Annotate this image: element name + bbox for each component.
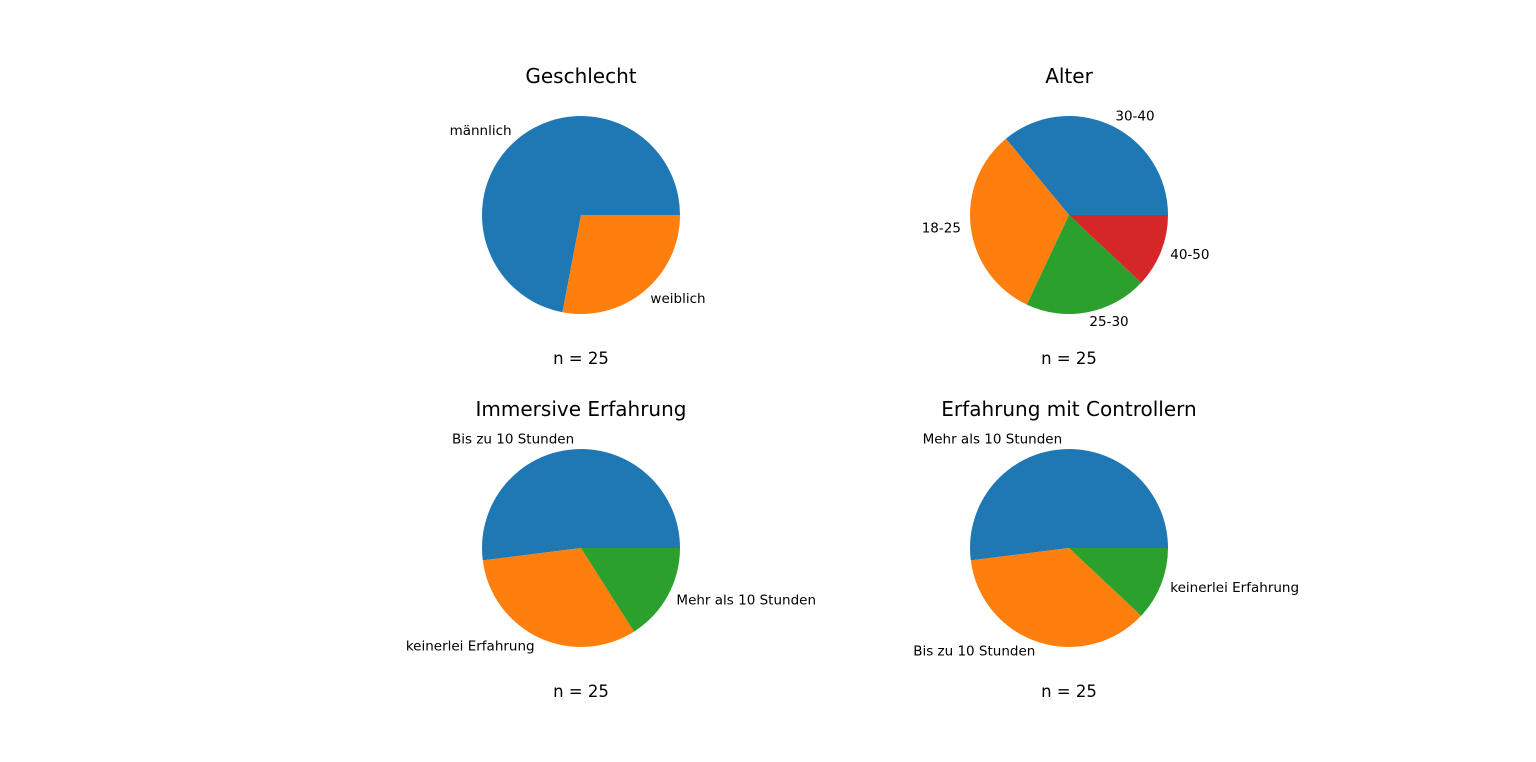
slice-label-keinerlei-erfahrung: keinerlei Erfahrung (1170, 580, 1299, 596)
sample-size-label: n = 25 (553, 682, 609, 701)
sample-size-label: n = 25 (553, 349, 609, 368)
pie-slice-mehr-als-10-stunden (581, 548, 680, 632)
chart-title: Geschlecht (525, 64, 636, 88)
pie-slice-25-30 (1026, 215, 1142, 315)
pie-slice-bis-zu-10-stunden (482, 449, 680, 561)
chart-immersive-erfahrung: Immersive Erfahrung Bis zu 10 Stunden kei… (406, 397, 816, 701)
pie-slice-40-50 (1069, 215, 1168, 283)
pie-slice-keinerlei-erfahrung (1069, 548, 1168, 616)
chart-geschlecht: Geschlecht männlich weiblich n = 25 (450, 64, 706, 368)
pie-labels: Bis zu 10 Stunden keinerlei Erfahrung Mehr… (406, 431, 816, 654)
slice-label-mehr-als-10-stunden: Mehr als 10 Stunden (676, 592, 816, 608)
chart-title: Erfahrung mit Controllern (941, 397, 1196, 421)
sample-size-label: n = 25 (1041, 349, 1097, 368)
slice-label-mehr-als-10-stunden: Mehr als 10 Stunden (923, 431, 1063, 447)
slice-label-18-25: 18-25 (922, 221, 961, 237)
pie-slice-30-40 (1005, 116, 1168, 215)
pie-slices (481, 116, 680, 315)
pie-slice-weiblich (562, 215, 680, 315)
slice-label-25-30: 25-30 (1089, 314, 1128, 330)
chart-erfahrung-mit-controllern: Erfahrung mit Controllern Mehr als 10 St… (913, 397, 1299, 701)
chart-title: Immersive Erfahrung (476, 397, 687, 421)
slice-label-maennlich: männlich (450, 123, 512, 139)
pie-slice-mehr-als-10-stunden (969, 449, 1168, 561)
slice-label-bis-zu-10-stunden: Bis zu 10 Stunden (452, 431, 574, 447)
chart-alter: Alter 30-40 18-25 25-30 40-50 n = 25 (922, 64, 1210, 368)
pie-slice-maennlich (481, 116, 680, 313)
pie-labels: männlich weiblich (450, 123, 706, 307)
sample-size-label: n = 25 (1041, 682, 1097, 701)
slice-label-keinerlei-erfahrung: keinerlei Erfahrung (406, 639, 535, 655)
pie-slices (969, 449, 1168, 648)
slice-label-40-50: 40-50 (1170, 247, 1209, 263)
pie-slice-18-25 (970, 138, 1069, 305)
slice-label-weiblich: weiblich (650, 291, 705, 307)
pie-slice-keinerlei-erfahrung (482, 548, 635, 648)
chart-title: Alter (1045, 64, 1093, 88)
pie-slices (482, 449, 680, 648)
pie-slices (970, 116, 1168, 315)
pie-labels: Mehr als 10 Stunden Bis zu 10 Stunden kein… (913, 431, 1299, 659)
slice-label-bis-zu-10-stunden: Bis zu 10 Stunden (913, 644, 1035, 660)
pie-labels: 30-40 18-25 25-30 40-50 (922, 108, 1210, 330)
pie-slice-bis-zu-10-stunden (970, 548, 1142, 648)
slice-label-30-40: 30-40 (1115, 108, 1154, 124)
